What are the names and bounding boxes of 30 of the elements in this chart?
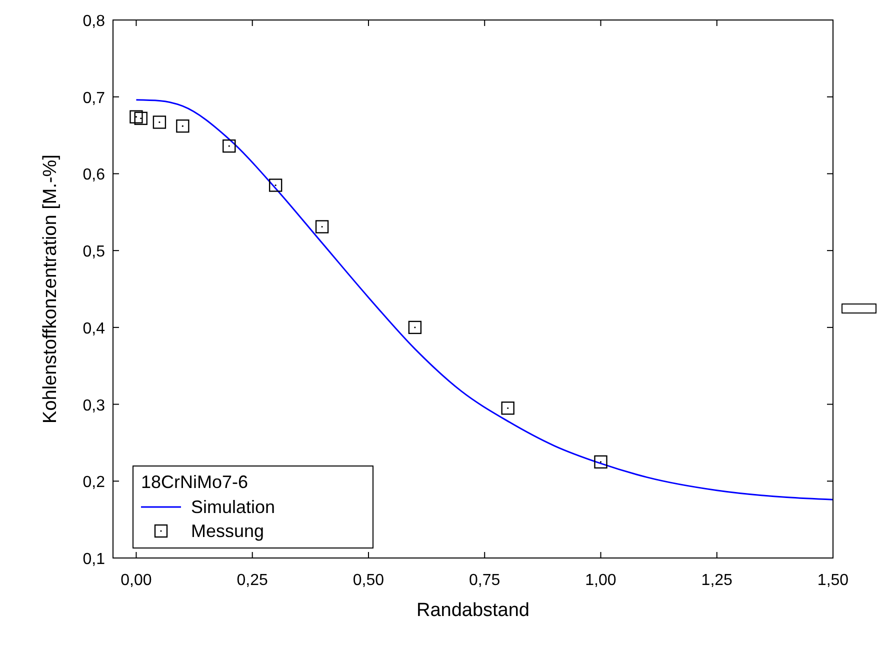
- y-tick-label: 0,8: [82, 13, 106, 30]
- y-tick-label: 0,3: [82, 397, 106, 414]
- legend-title: 18CrNiMo7-6: [141, 472, 248, 492]
- y-tick-label: 0,5: [82, 244, 106, 261]
- y-tick-label: 0,1: [82, 551, 106, 568]
- point: [594, 455, 608, 469]
- point: [152, 116, 166, 129]
- legend-label: Messung: [191, 521, 264, 541]
- y-axis-title: Kohlenstoffkonzentration [M.-%]: [40, 154, 61, 424]
- point: [176, 119, 190, 133]
- x-tick-label: 0,25: [236, 572, 268, 589]
- point: [268, 178, 282, 192]
- point: [315, 220, 329, 234]
- legend-label: Simulation: [191, 497, 276, 517]
- y-tick-label: 0,7: [82, 90, 106, 107]
- point: [501, 402, 514, 415]
- x-axis-title: Randabstand: [416, 600, 530, 621]
- x-tick-label: 0,75: [469, 572, 500, 589]
- point: [134, 112, 148, 125]
- point: [222, 139, 236, 153]
- y-tick-label: 0,4: [82, 320, 106, 338]
- y-tick-label: 0,2: [82, 474, 106, 492]
- point: [408, 320, 422, 334]
- x-tick-label: 1,00: [585, 572, 616, 589]
- x-tick-label: 0,50: [352, 572, 384, 589]
- x-tick-label: 1,50: [817, 572, 849, 589]
- y-tick-label: 0,6: [82, 166, 106, 184]
- x-tick-label: 0,00: [120, 572, 152, 589]
- x-tick-label: 1,25: [701, 572, 733, 589]
- line-series: [135, 99, 834, 500]
